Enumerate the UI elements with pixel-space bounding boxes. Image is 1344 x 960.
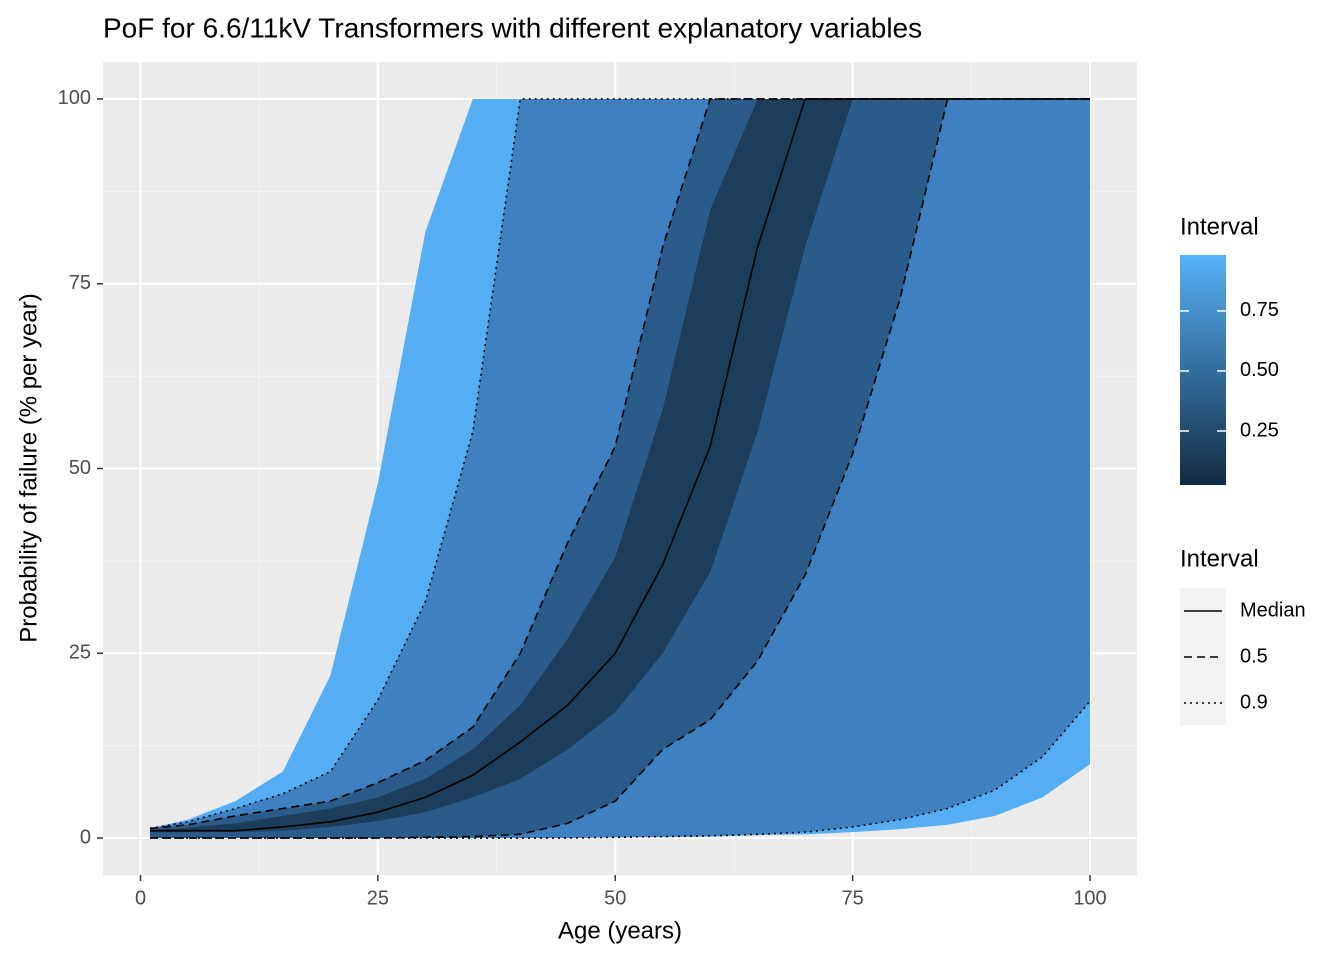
colorbar-label: 0.25	[1240, 419, 1279, 441]
y-tick-label: 50	[69, 457, 91, 479]
line-legend-title: Interval	[1180, 545, 1259, 572]
median-line	[150, 98, 1090, 832]
colorbar-label: 0.50	[1240, 359, 1279, 381]
y-tick-label: 25	[69, 642, 91, 664]
x-tick-label: 100	[1073, 887, 1106, 909]
x-tick-label: 75	[842, 887, 864, 909]
interval-line	[150, 98, 1090, 839]
fan-band	[150, 98, 1090, 839]
colorbar-label: 0.75	[1240, 299, 1279, 321]
x-tick-label: 0	[135, 887, 146, 909]
y-tick-label: 100	[58, 87, 91, 109]
x-axis-label: Age (years)	[558, 917, 682, 944]
y-axis-label: Probability of failure (% per year)	[15, 293, 42, 642]
y-tick-label: 75	[69, 272, 91, 294]
fan-band	[150, 98, 1090, 833]
y-tick-label: 0	[80, 826, 91, 848]
chart-title: PoF for 6.6/11kV Transformers with diffe…	[103, 12, 922, 43]
colorbar-title: Interval	[1180, 213, 1259, 240]
legend-label: 0.5	[1240, 645, 1268, 667]
colorbar	[1180, 255, 1226, 485]
x-tick-label: 25	[367, 887, 389, 909]
x-tick-label: 50	[604, 887, 626, 909]
legend-label: 0.9	[1240, 691, 1268, 713]
legend-label: Median	[1240, 599, 1306, 621]
